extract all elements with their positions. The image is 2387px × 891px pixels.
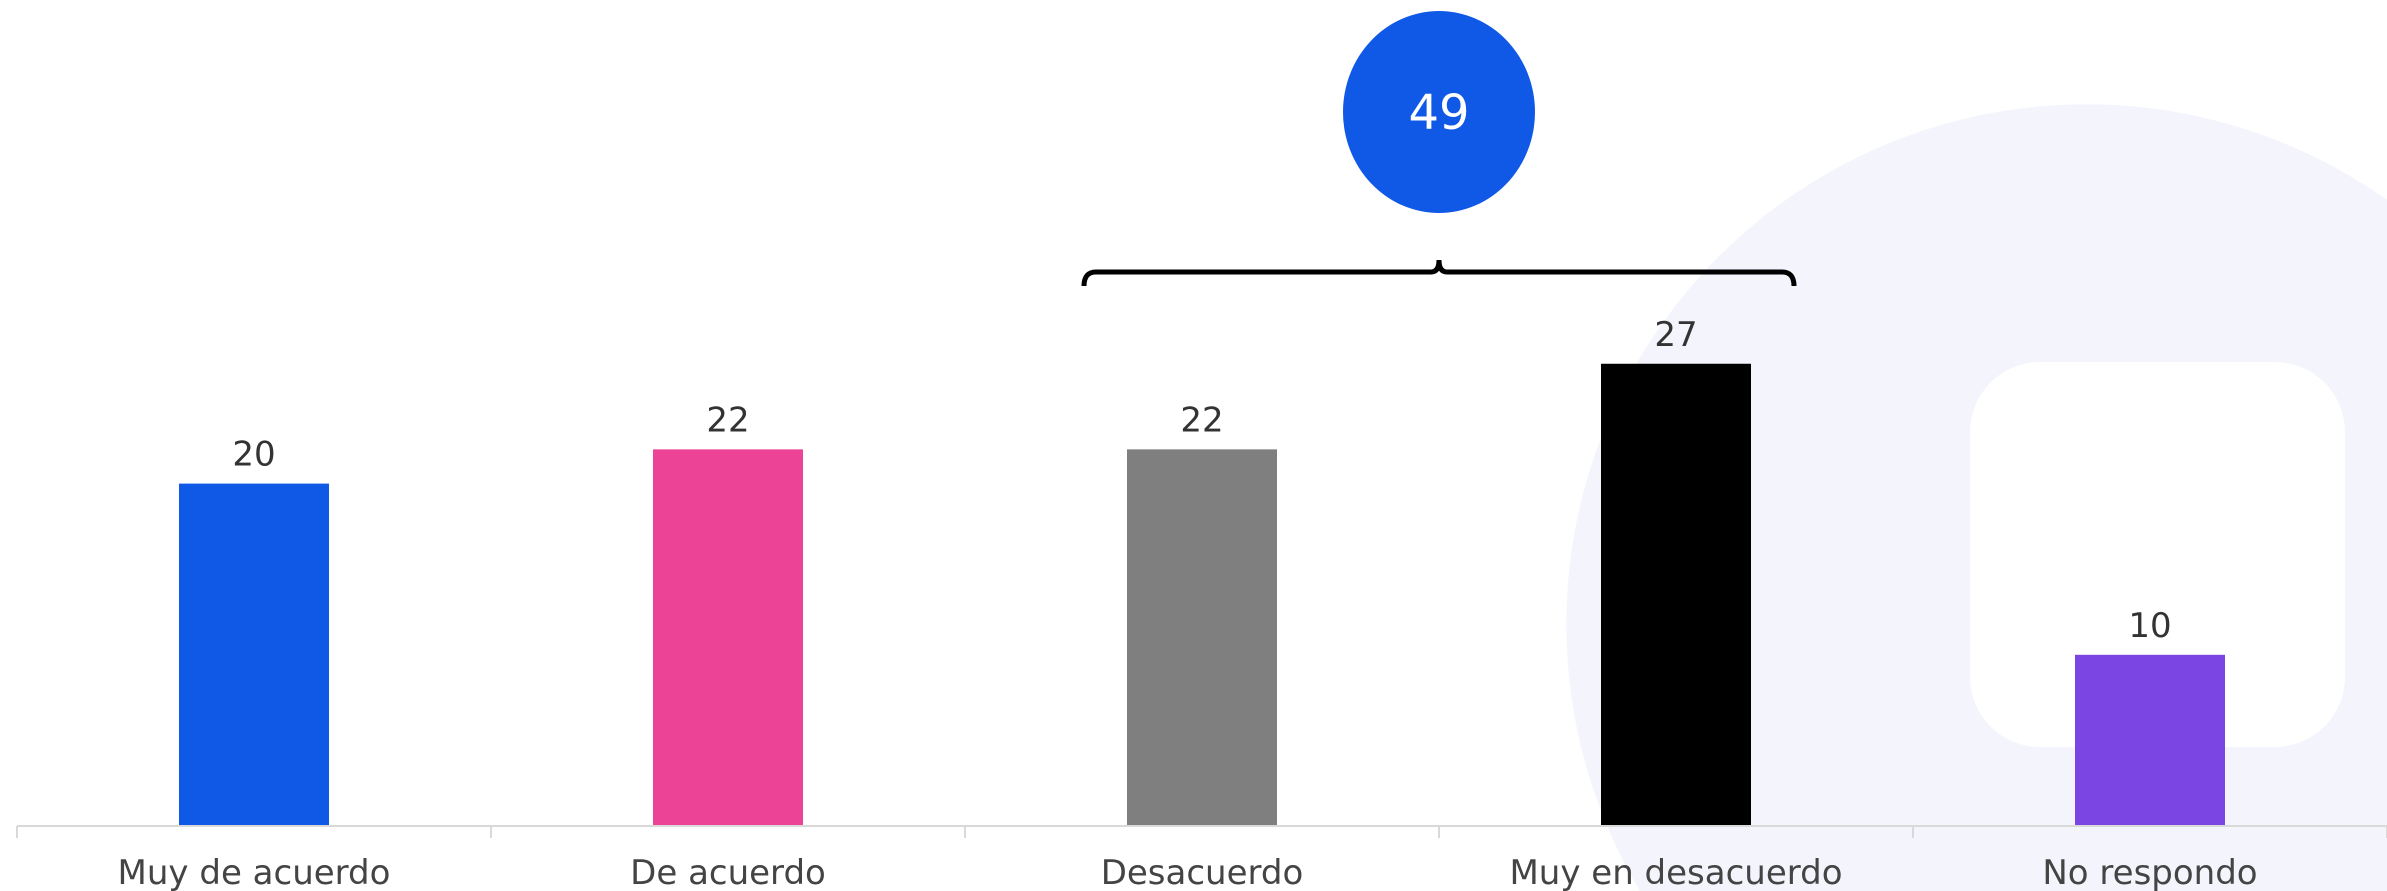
value-labels: 20 22 22 27 10: [232, 315, 2171, 646]
category-labels: Muy de acuerdo De acuerdo Desacuerdo Muy en…: [118, 853, 2258, 891]
x-axis: [16, 825, 2387, 838]
category-label: De acuerdo: [630, 853, 826, 891]
data-label: 10: [2128, 606, 2171, 646]
bracket: [1081, 259, 1797, 287]
category-label: No respondo: [2042, 853, 2257, 891]
bar: [179, 483, 329, 826]
data-label: 20: [232, 435, 275, 475]
category-label: Muy de acuerdo: [118, 853, 391, 891]
category-label: Desacuerdo: [1101, 853, 1304, 891]
bars: [179, 363, 2225, 826]
bar: [1601, 363, 1751, 826]
bar: [1127, 449, 1277, 826]
data-label: 27: [1654, 315, 1697, 355]
bar: [2075, 654, 2225, 826]
sum-annotation: 49: [1081, 11, 1797, 287]
category-label: Muy en desacuerdo: [1509, 853, 1842, 891]
sum-bubble: [1343, 11, 1535, 213]
watermark-square: [1970, 362, 2345, 747]
bar: [653, 449, 803, 826]
data-label: 22: [1180, 400, 1223, 440]
sum-value: 49: [1408, 85, 1469, 141]
data-label: 22: [706, 400, 749, 440]
